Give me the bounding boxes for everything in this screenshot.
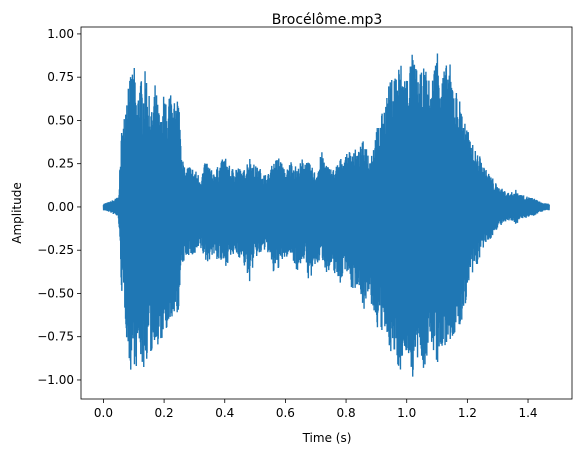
y-tick-label: 0.75 (47, 70, 74, 84)
y-tick-label: 0.50 (47, 113, 74, 127)
y-tick-label: 0.25 (47, 157, 74, 171)
x-tick-label: 0.6 (276, 406, 295, 420)
y-axis-label: Amplitude (10, 182, 24, 244)
y-tick-label: 0.00 (47, 200, 74, 214)
y-tick-label: 1.00 (47, 27, 74, 41)
x-tick-label: 1.2 (458, 406, 477, 420)
chart-title: Brocélôme.mp3 (272, 12, 383, 28)
y-tick-label: −0.75 (37, 330, 74, 344)
plot-frame (80, 26, 573, 400)
y-tick-label: −1.00 (37, 373, 74, 387)
x-tick-label: 0.4 (215, 406, 234, 420)
y-axis: −1.00 −0.75 −0.50 −0.25 0.00 0.25 0.50 0.75 1.00 (37, 27, 81, 387)
x-axis-label: Time (s) (302, 431, 352, 445)
x-tick-label: 0.2 (155, 406, 174, 420)
x-tick-label: 1.4 (518, 406, 537, 420)
plot-area (102, 53, 550, 377)
x-tick-label: 0.8 (337, 406, 356, 420)
x-tick-label: 0.0 (94, 406, 113, 420)
x-tick-label: 1.0 (397, 406, 416, 420)
y-tick-label: −0.25 (37, 243, 74, 257)
y-tick-label: −0.50 (37, 286, 74, 300)
waveform-line (102, 53, 550, 377)
x-axis: 0.0 0.2 0.4 0.6 0.8 1.0 1.2 1.4 (94, 399, 538, 420)
